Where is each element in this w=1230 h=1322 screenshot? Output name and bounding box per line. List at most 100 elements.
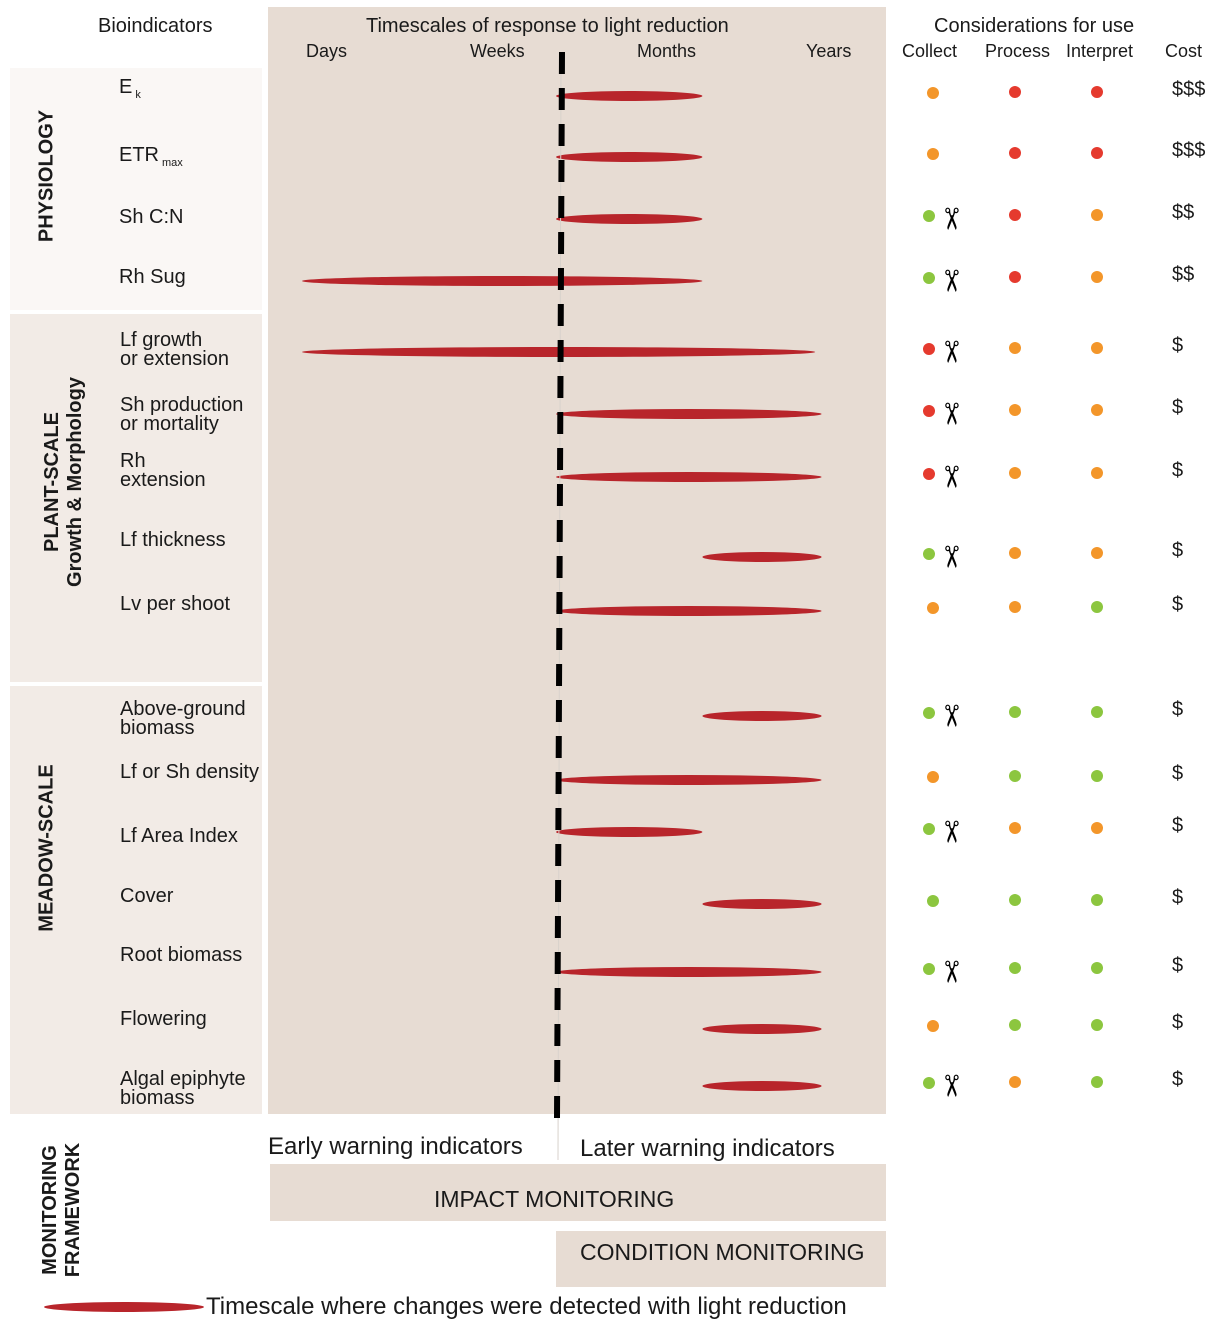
process-rating-dot — [1009, 894, 1021, 906]
scissors-icon: ✂ — [934, 268, 967, 294]
indicator-name: Flowering — [120, 1008, 207, 1030]
collect-rating-dot — [927, 87, 939, 99]
collect-rating-dot — [923, 405, 935, 417]
timescale-bar — [556, 409, 822, 419]
interpret-rating-dot — [1091, 547, 1103, 559]
collect-rating-dot — [923, 707, 935, 719]
interpret-rating-dot — [1091, 1019, 1103, 1031]
indicator-label: ETR max — [119, 144, 183, 173]
cost-rating: $ — [1172, 1011, 1184, 1034]
interpret-rating-dot — [1091, 962, 1103, 974]
collect-rating-dot — [927, 1020, 939, 1032]
condition-monitoring-box: CONDITION MONITORING — [556, 1231, 886, 1287]
indicator-subscript: k — [135, 89, 141, 101]
cost-rating: $$ — [1172, 263, 1195, 286]
indicator-label: Above-ground biomass — [120, 698, 246, 739]
indicator-name: Lf growth or extension — [120, 329, 229, 370]
process-rating-dot — [1009, 147, 1021, 159]
indicator-label: Lf Area Index — [120, 825, 238, 847]
collect-rating-dot — [923, 272, 935, 284]
collect-rating-dot — [927, 771, 939, 783]
cost-rating: $ — [1172, 886, 1184, 909]
meadow-scale-group-bg — [10, 686, 262, 1114]
process-rating-dot — [1009, 706, 1021, 718]
cost-rating: $$$ — [1172, 78, 1206, 101]
scissors-icon: ✂ — [934, 544, 967, 570]
cost-rating: $ — [1172, 593, 1184, 616]
process-rating-dot — [1009, 342, 1021, 354]
interpret-rating-dot — [1091, 601, 1103, 613]
indicator-label: Lf thickness — [120, 530, 226, 550]
collect-rating-dot — [923, 963, 935, 975]
scissors-icon: ✂ — [934, 339, 967, 365]
process-rating-dot — [1009, 404, 1021, 416]
collect-rating-dot — [923, 468, 935, 480]
cost-rating: $ — [1172, 1068, 1184, 1091]
interpret-rating-dot — [1091, 467, 1103, 479]
indicator-name: Lf or Sh density — [120, 761, 259, 783]
process-rating-dot — [1009, 1019, 1021, 1031]
collect-rating-dot — [923, 210, 935, 222]
cost-rating: $ — [1172, 814, 1184, 837]
scissors-icon: ✂ — [934, 464, 967, 490]
indicator-name: Sh production or mortality — [120, 394, 244, 435]
timescale-bar — [702, 1024, 822, 1034]
collect-rating-dot — [927, 148, 939, 160]
indicator-label: Cover — [120, 886, 173, 906]
process-rating-dot — [1009, 209, 1021, 221]
indicator-label: Algal epiphyte biomass — [120, 1069, 246, 1108]
considerations-header: Considerations for use — [934, 15, 1135, 37]
col-cost: Cost — [1165, 41, 1203, 61]
time-label-days: Days — [306, 41, 348, 61]
cost-rating: $ — [1172, 539, 1184, 562]
indicator-name: Rh extension — [120, 450, 206, 491]
time-label-months: Months — [637, 41, 697, 61]
indicator-label: Flowering — [120, 1008, 207, 1030]
timescales-header: Timescales of response to light reductio… — [366, 15, 729, 37]
timescale-bar — [556, 214, 703, 224]
timescale-bar — [702, 899, 822, 909]
collect-rating-dot — [923, 1077, 935, 1089]
interpret-rating-dot — [1091, 147, 1103, 159]
cost-rating: $ — [1172, 954, 1184, 977]
indicator-name: Lf Area Index — [120, 825, 238, 847]
interpret-rating-dot — [1091, 1076, 1103, 1088]
indicator-name: Lv per shoot — [120, 593, 231, 615]
timescale-bar — [302, 276, 703, 286]
indicator-label: Sh C:N — [119, 207, 183, 227]
collect-rating-dot — [927, 602, 939, 614]
indicator-label: Rh Sug — [119, 267, 186, 287]
timescale-bar — [702, 711, 822, 721]
interpret-rating-dot — [1091, 209, 1103, 221]
col-process: Process — [985, 41, 1051, 61]
later-warning-label: Later warning indicators — [580, 1135, 835, 1162]
scissors-icon: ✂ — [934, 401, 967, 427]
cost-rating: $ — [1172, 396, 1184, 419]
timescale-bar — [702, 1081, 822, 1091]
indicator-subscript: max — [162, 157, 183, 169]
interpret-rating-dot — [1091, 404, 1103, 416]
interpret-rating-dot — [1091, 770, 1103, 782]
process-rating-dot — [1009, 271, 1021, 283]
col-collect: Collect — [902, 41, 958, 61]
collect-rating-dot — [923, 823, 935, 835]
cost-rating: $ — [1172, 762, 1184, 785]
time-label-years: Years — [806, 41, 852, 61]
indicator-label: Lv per shoot — [120, 593, 231, 615]
indicator-name: ETR — [119, 144, 159, 166]
impact-monitoring-box: IMPACT MONITORING — [270, 1164, 886, 1221]
indicator-name: Above-ground biomass — [120, 698, 246, 739]
plant-scale-group-bg — [10, 314, 262, 682]
scissors-icon: ✂ — [934, 1073, 967, 1099]
time-label-weeks: Weeks — [470, 41, 525, 61]
interpret-rating-dot — [1091, 342, 1103, 354]
collect-rating-dot — [923, 548, 935, 560]
legend-text: Timescale where changes were detected wi… — [206, 1293, 847, 1320]
indicator-label: Root biomass — [120, 945, 242, 965]
scissors-icon: ✂ — [934, 206, 967, 232]
collect-rating-dot — [923, 343, 935, 355]
timescale-bar — [556, 967, 822, 977]
process-rating-dot — [1009, 467, 1021, 479]
